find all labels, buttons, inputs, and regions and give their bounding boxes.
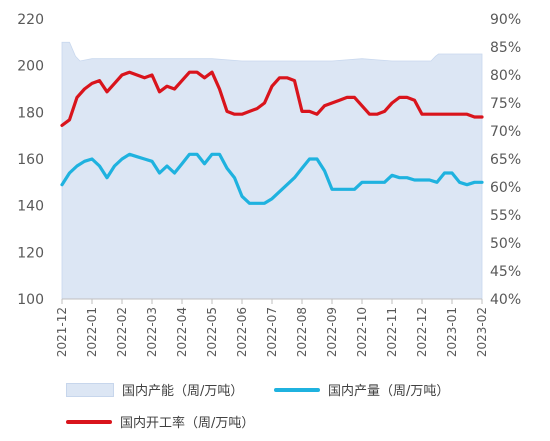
y-left-tick-label: 140 — [17, 199, 44, 215]
x-tick-label: 2022-01 — [85, 307, 99, 357]
y-right-tick-label: 85% — [490, 40, 521, 56]
x-tick-label: 2022-05 — [205, 307, 219, 357]
y-right-tick-label: 70% — [490, 124, 521, 140]
legend-swatch-capacity — [66, 382, 114, 397]
x-tick-label: 2022-08 — [295, 307, 309, 357]
series-area-capacity — [61, 41, 483, 300]
y-left-tick-label: 200 — [17, 59, 44, 75]
y-left-tick-label: 220 — [17, 12, 44, 28]
y-left-tick-label: 120 — [17, 245, 44, 261]
y-right-tick-label: 55% — [490, 208, 521, 224]
legend-label-output: 国内产量（周/万吨） — [328, 384, 450, 399]
x-tick-label: 2022-07 — [265, 307, 279, 357]
x-tick-label: 2022-04 — [175, 307, 189, 357]
y-right-tick-label: 90% — [490, 12, 521, 28]
x-tick-label: 2022-10 — [355, 307, 369, 357]
x-tick-label: 2023-02 — [475, 307, 489, 357]
legend-swatch-output — [274, 387, 320, 392]
axes: 100 120 140 160 180 200 220 40% 45% 50% 55% 60% 65% 7… — [17, 12, 521, 357]
y-right-tick-label: 45% — [490, 264, 521, 280]
x-tick-label: 2022-06 — [235, 307, 249, 357]
legend-swatch-operating-rate — [66, 419, 112, 424]
legend-item-output: 国内产量（周/万吨） — [274, 380, 449, 399]
y-left-tick-label: 180 — [17, 105, 44, 121]
x-tick-label: 2022-03 — [145, 307, 159, 357]
y-right-tick-label: 75% — [490, 96, 521, 112]
y-left-tick-label: 160 — [17, 152, 44, 168]
legend-label-operating-rate: 国内开工率（周/万吨） — [120, 416, 255, 431]
plot-area — [60, 41, 484, 300]
y-right-tick-label: 40% — [490, 292, 521, 308]
legend-item-capacity: 国内产能（周/万吨） — [66, 380, 243, 399]
y-left-tick-label: 100 — [17, 292, 44, 308]
series-line-operating-rate — [60, 70, 484, 128]
y-right-tick-label: 50% — [490, 236, 521, 252]
x-tick-label: 2022-12 — [415, 307, 429, 357]
y-right-tick-label: 80% — [490, 68, 521, 84]
x-tick-label: 2021-12 — [55, 307, 69, 357]
legend-label-capacity: 国内产能（周/万吨） — [122, 384, 244, 399]
series-line-output — [60, 152, 484, 205]
x-tick-label: 2022-02 — [115, 307, 129, 357]
x-tick-label: 2022-09 — [325, 307, 339, 357]
y-right-tick-label: 60% — [490, 180, 521, 196]
x-tick-label: 2023-01 — [445, 307, 459, 357]
y-right-tick-label: 65% — [490, 152, 521, 168]
legend-item-operating-rate: 国内开工率（周/万吨） — [66, 412, 254, 431]
x-tick-label: 2022-11 — [385, 307, 399, 357]
